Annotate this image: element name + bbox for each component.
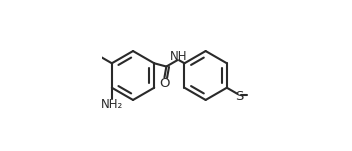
Text: S: S [235,90,244,103]
Text: NH: NH [170,50,187,63]
Text: O: O [159,77,170,90]
Text: NH₂: NH₂ [101,98,123,111]
